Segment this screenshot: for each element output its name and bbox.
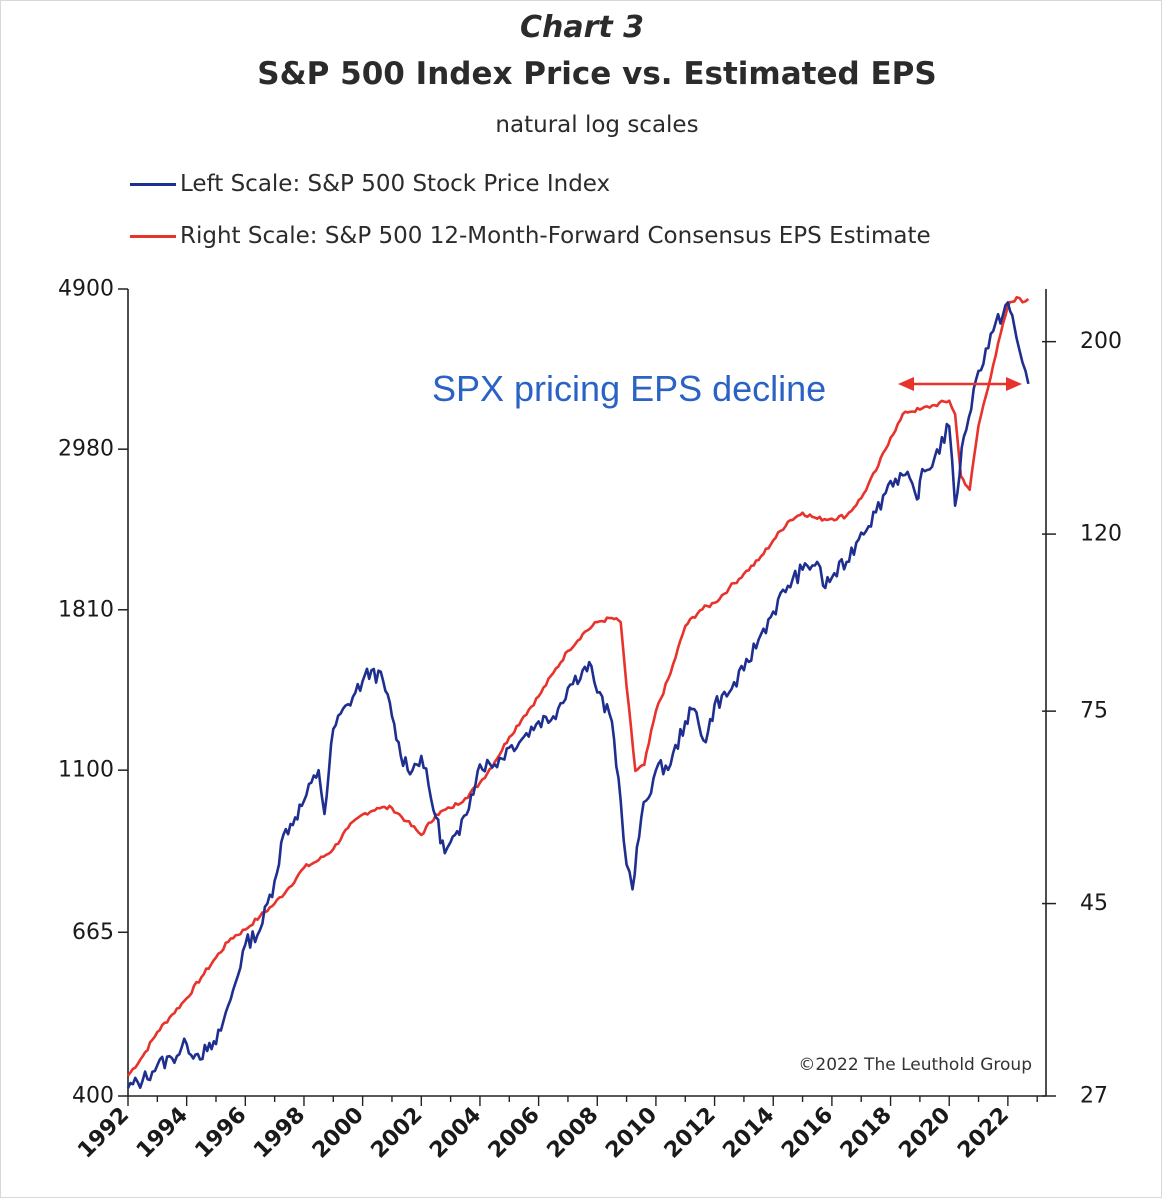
legend-swatch-price	[130, 182, 176, 186]
x-tick-label: 2020	[894, 1103, 955, 1164]
x-tick-label: 2002	[367, 1103, 428, 1164]
y-left-tick-label: 2980	[58, 437, 114, 462]
legend-label-eps: Right Scale: S&P 500 12-Month-Forward Co…	[180, 223, 931, 249]
x-tick-label: 2004	[425, 1103, 486, 1164]
x-tick-label: 1998	[249, 1103, 310, 1164]
x-tick-label: 2000	[308, 1103, 369, 1164]
legend-item-price: Left Scale: S&P 500 Stock Price Index	[130, 169, 610, 199]
x-tick-label: 1992	[73, 1103, 134, 1164]
annotation-arrow-head-right	[1006, 377, 1022, 391]
y-left-tick-label: 400	[72, 1084, 114, 1109]
x-tick-label: 2012	[660, 1103, 721, 1164]
annotation-layer: SPX pricing EPS decline ©2022 The Leutho…	[432, 368, 1032, 1075]
legend-label-price: Left Scale: S&P 500 Stock Price Index	[180, 171, 611, 197]
chart-title: S&P 500 Index Price vs. Estimated EPS	[257, 56, 937, 92]
y-right-tick-label: 120	[1080, 522, 1122, 547]
y-right-tick-label: 45	[1080, 891, 1108, 916]
chart-subtitle: natural log scales	[495, 112, 699, 138]
y-left-tick-label: 1100	[58, 758, 114, 783]
x-tick-label: 2014	[719, 1103, 780, 1164]
x-tick-label: 2018	[836, 1103, 897, 1164]
x-tick-label: 1996	[191, 1103, 252, 1164]
x-tick-label: 2016	[777, 1103, 838, 1164]
annotation-label: SPX pricing EPS decline	[432, 368, 826, 409]
legend-item-eps: Right Scale: S&P 500 12-Month-Forward Co…	[130, 221, 931, 251]
y-left-tick-label: 4900	[58, 277, 114, 302]
y-left-tick-label: 665	[72, 920, 114, 945]
source-credit: ©2022 The Leuthold Group	[798, 1055, 1032, 1075]
annotation-arrow-head-left	[898, 377, 914, 391]
legend-swatch-eps	[130, 234, 176, 238]
x-tick-label: 2008	[543, 1103, 604, 1164]
x-tick-label: 2006	[484, 1103, 545, 1164]
x-tick-label: 2022	[953, 1103, 1014, 1164]
price-index-line	[126, 301, 1030, 1089]
eps-estimate-line	[126, 296, 1030, 1077]
chart-number-label: Chart 3	[519, 10, 645, 45]
x-tick-label: 1994	[132, 1103, 193, 1164]
x-tick-label: 2010	[601, 1103, 662, 1164]
y-left-tick-label: 1810	[58, 597, 114, 622]
y-right-tick-label: 27	[1080, 1084, 1108, 1109]
y-right-tick-label: 200	[1080, 329, 1122, 354]
series-layer	[126, 296, 1030, 1089]
y-right-tick-label: 75	[1080, 699, 1108, 724]
